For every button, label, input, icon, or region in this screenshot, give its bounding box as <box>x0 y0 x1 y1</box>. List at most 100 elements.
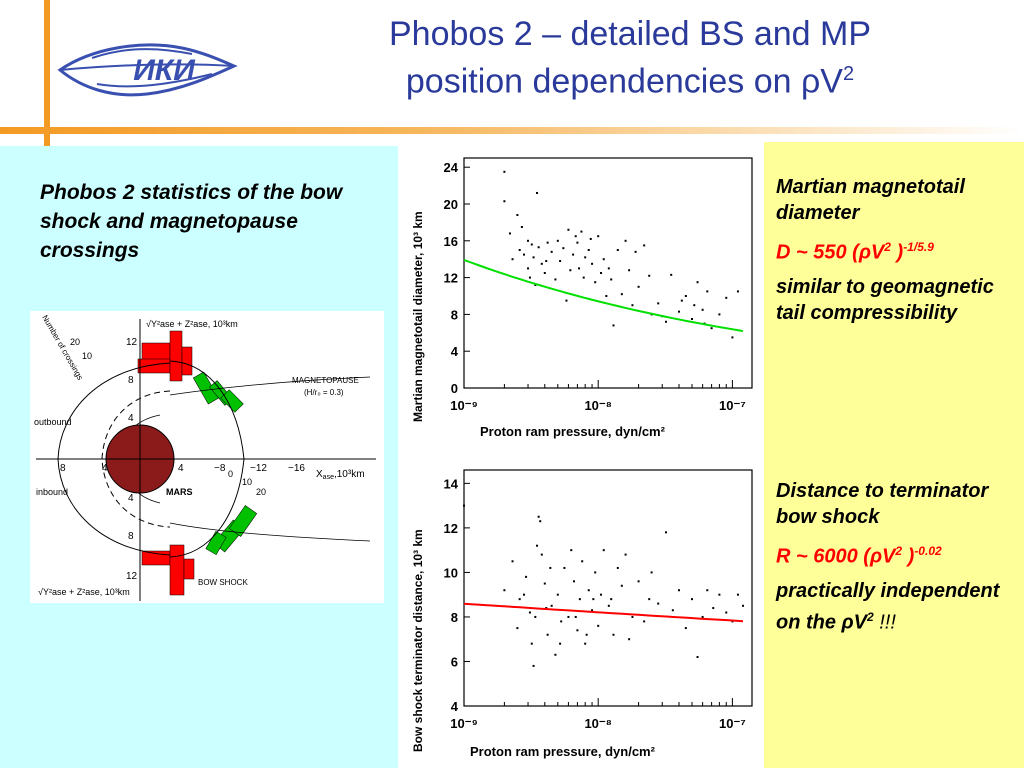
scatter-point <box>554 278 557 281</box>
y-tick-label: 8 <box>451 307 458 322</box>
scatter-point <box>559 260 562 263</box>
crossings-diagram: 12 8 4 4 8 12 8 4 4 −8 −12 −16 Xase,10³k… <box>30 311 384 603</box>
scatter-point <box>546 241 549 244</box>
scatter-point <box>528 276 531 279</box>
y-tick-label: 0 <box>451 381 458 396</box>
mars-label: MARS <box>166 487 193 497</box>
chart1-plot-area: 0 4 8 12 16 20 24 10⁻⁹ 10⁻⁸ 10⁻⁷ <box>444 157 753 413</box>
y-tick-label: 14 <box>444 476 459 491</box>
scatter-point <box>576 241 579 244</box>
scatter-point <box>549 566 552 569</box>
bs-bar <box>220 389 244 413</box>
scatter-point <box>712 607 715 610</box>
scatter-point <box>650 571 653 574</box>
chart2-plot-area: 4 6 8 10 12 14 10⁻⁹ 10⁻⁸ 10⁻⁷ <box>444 469 753 731</box>
scatter-point <box>628 638 631 641</box>
scatter-point <box>587 589 590 592</box>
scatter-point <box>582 276 585 279</box>
chart1-ylabel: Martian magnetotail diameter, 10³ km <box>411 211 425 422</box>
y-tick-label: 4 <box>451 344 459 359</box>
bow-shock-heading: Distance to terminator bow shock <box>776 480 989 528</box>
x-axis-symbol: X <box>316 469 323 480</box>
scatter-point <box>594 571 597 574</box>
bow-shock-comment: practically independent on the ρV2 !!! <box>776 578 1020 636</box>
y-tick: 8 <box>128 375 134 386</box>
logo-text: ИКИ <box>133 54 196 87</box>
scatter-point <box>742 604 745 607</box>
scatter-point <box>508 232 511 235</box>
scatter-point <box>600 272 603 274</box>
scatter-point <box>643 244 646 247</box>
scatter-point <box>624 239 627 242</box>
x-tick: 8 <box>60 463 66 474</box>
scatter-point <box>525 575 528 578</box>
magnetopause-sublabel: (H/r₀ = 0.3) <box>304 388 344 397</box>
scatter-point <box>696 656 699 659</box>
title-line-1: Phobos 2 – detailed BS and MP <box>389 15 871 53</box>
scatter-point <box>546 633 549 636</box>
scatter-point <box>570 549 573 552</box>
scatter-point <box>701 308 704 311</box>
scatter-point <box>562 247 565 250</box>
scatter-point <box>572 253 575 256</box>
x-axis-label: Xase,10³km <box>316 469 365 481</box>
scatter-point <box>637 580 640 583</box>
scatter-point <box>725 296 728 299</box>
scatter-point <box>537 246 540 249</box>
magnetotail-diameter-chart: 0 4 8 12 16 20 24 10⁻⁹ 10⁻⁸ 10⁻⁷ Martian magnetot… <box>400 142 762 446</box>
bs-bar <box>205 530 227 556</box>
count-tick: 20 <box>70 337 80 347</box>
scatter-point <box>503 170 506 173</box>
scatter-point <box>677 589 680 592</box>
scatter-point <box>628 269 631 272</box>
y-tick-label: 12 <box>444 521 458 536</box>
x-tick-label: 10⁻⁹ <box>450 398 478 413</box>
histogram-bs-bars <box>192 371 258 556</box>
scatter-point <box>664 531 667 534</box>
y-tick: 8 <box>128 531 134 542</box>
mp-bar <box>141 342 171 362</box>
scatter-point <box>580 230 583 233</box>
scatter-point <box>648 598 651 601</box>
scatter-point <box>696 281 699 284</box>
x-axis-subscript: ase <box>323 474 334 481</box>
scatter-point <box>725 611 728 614</box>
scatter-point <box>631 304 634 307</box>
scatter-point <box>511 258 514 261</box>
scatter-point <box>527 267 530 270</box>
formula-r-main: R ~ 6000 (ρV <box>776 545 896 568</box>
scatter-point <box>624 553 627 556</box>
scatter-point <box>574 235 577 238</box>
scatter-point <box>516 627 519 630</box>
scatter-point <box>584 256 587 259</box>
scatter-point <box>670 273 673 276</box>
magnetotail-heading: Martian magnetotail diameter <box>776 176 965 224</box>
formula-d-square: 2 <box>884 240 891 254</box>
y-tick-label: 10 <box>444 565 458 580</box>
chart1-xlabel: Proton ram pressure, dyn/cm² <box>480 424 666 439</box>
bow-shock-distance-chart: 4 6 8 10 12 14 10⁻⁹ 10⁻⁸ 10⁻⁷ Bow shock terminat… <box>400 456 762 768</box>
scatter-point <box>578 598 581 601</box>
scatter-point <box>634 250 637 253</box>
bow-shock-comment-square: 2 <box>867 609 874 624</box>
y-tick: 12 <box>126 337 138 348</box>
scatter-point <box>731 336 734 339</box>
scatter-point <box>537 515 540 518</box>
scatter-point <box>602 258 605 261</box>
scatter-point <box>690 318 693 320</box>
y-top-label: √Y²ase + Z²ase, 10³km <box>146 319 238 329</box>
scatter-point <box>597 235 600 238</box>
scatter-point <box>527 239 530 242</box>
scatter-point <box>532 256 535 259</box>
count-tick: 10 <box>82 351 92 361</box>
scatter-point <box>620 584 623 587</box>
scatter-point <box>550 604 553 607</box>
x-tick-label: 10⁻⁸ <box>584 716 611 731</box>
scatter-point <box>718 593 721 596</box>
scatter-point <box>616 249 619 251</box>
scatter-point <box>534 283 537 286</box>
magnetopause-label: MAGNETOPAUSE <box>292 376 359 385</box>
x-tick: 4 <box>178 463 184 474</box>
scatter-point <box>664 320 667 323</box>
x-tick: 4 <box>102 463 108 474</box>
